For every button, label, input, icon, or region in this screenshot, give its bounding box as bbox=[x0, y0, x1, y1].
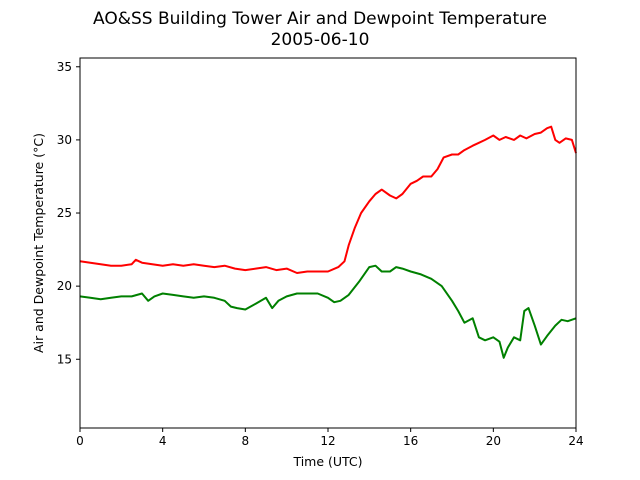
y-tick-label: 35 bbox=[57, 60, 72, 74]
chart-title: AO&SS Building Tower Air and Dewpoint Te… bbox=[93, 9, 547, 29]
x-tick-label: 8 bbox=[242, 434, 250, 448]
y-axis-label: Air and Dewpoint Temperature (°C) bbox=[31, 133, 46, 353]
x-ticks: 0 4 8 12 16 20 24 bbox=[76, 428, 584, 448]
x-axis-label: Time (UTC) bbox=[292, 454, 362, 469]
chart-subtitle: 2005-06-10 bbox=[271, 30, 370, 50]
x-tick-label: 4 bbox=[159, 434, 167, 448]
y-ticks: 15 20 25 30 35 bbox=[57, 60, 80, 366]
y-tick-label: 25 bbox=[57, 206, 72, 220]
series-line-1 bbox=[79, 125, 577, 274]
x-tick-label: 20 bbox=[486, 434, 501, 448]
y-tick-label: 15 bbox=[57, 352, 72, 366]
x-tick-label: 12 bbox=[320, 434, 335, 448]
x-tick-label: 0 bbox=[76, 434, 84, 448]
series-line-2 bbox=[79, 264, 577, 359]
plot-frame bbox=[79, 57, 577, 429]
x-tick-label: 16 bbox=[403, 434, 418, 448]
x-tick-label: 24 bbox=[568, 434, 583, 448]
y-tick-label: 30 bbox=[57, 133, 72, 147]
y-tick-label: 20 bbox=[57, 279, 72, 293]
series-layer bbox=[79, 125, 577, 359]
